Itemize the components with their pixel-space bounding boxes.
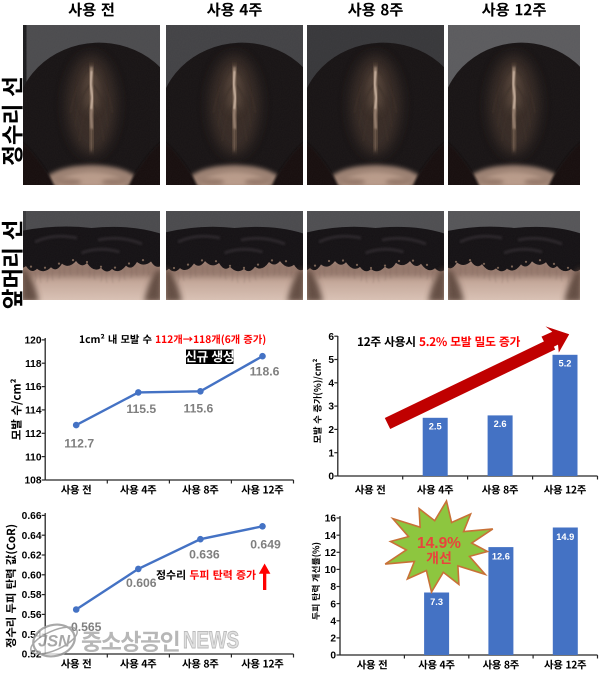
svg-text:115.5: 115.5 [126,402,156,416]
svg-text:14.9: 14.9 [556,532,574,542]
svg-text:5.2: 5.2 [559,359,572,369]
svg-text:1: 1 [328,448,334,459]
svg-text:0.66: 0.66 [22,511,42,522]
svg-text:10: 10 [325,565,337,576]
svg-text:2: 2 [328,425,334,436]
svg-text:5: 5 [328,355,334,366]
svg-text:14.9%: 14.9% [417,535,461,552]
svg-text:120: 120 [25,336,42,347]
svg-text:115.6: 115.6 [183,402,213,416]
svg-text:112.7: 112.7 [64,437,94,451]
svg-text:112: 112 [25,429,42,440]
svg-text:12: 12 [325,548,337,559]
svg-text:2: 2 [330,634,336,645]
svg-text:14: 14 [325,531,337,542]
svg-text:JSN: JSN [38,633,71,651]
svg-text:0.58: 0.58 [22,590,42,601]
svg-text:0.60: 0.60 [22,570,42,581]
svg-text:0.54: 0.54 [22,630,42,641]
svg-text:0.52: 0.52 [22,650,42,661]
svg-text:0.62: 0.62 [22,551,42,562]
svg-text:7.3: 7.3 [430,597,443,607]
svg-text:0.649: 0.649 [250,538,281,552]
svg-text:0: 0 [330,651,336,662]
svg-text:110: 110 [25,452,42,463]
svg-text:16: 16 [325,514,337,525]
svg-text:0: 0 [328,472,334,483]
svg-text:0.64: 0.64 [22,531,42,542]
svg-text:4: 4 [330,616,336,627]
svg-text:0.606: 0.606 [126,576,157,590]
svg-text:0.56: 0.56 [22,610,42,621]
svg-text:0.565: 0.565 [71,620,102,634]
svg-text:116: 116 [25,382,42,393]
svg-text:6: 6 [330,599,336,610]
svg-text:2.5: 2.5 [429,422,442,432]
svg-text:2.6: 2.6 [494,419,507,429]
svg-text:4: 4 [328,378,334,389]
svg-text:12.6: 12.6 [492,551,510,561]
svg-text:118: 118 [25,359,42,370]
svg-text:0.636: 0.636 [189,548,220,562]
svg-text:108: 108 [25,476,42,487]
svg-text:3: 3 [328,402,334,413]
svg-text:6: 6 [328,332,334,343]
svg-text:8: 8 [330,582,336,593]
svg-text:118.6: 118.6 [250,365,280,379]
svg-text:NEWS: NEWS [183,627,239,654]
svg-text:114: 114 [25,406,42,417]
